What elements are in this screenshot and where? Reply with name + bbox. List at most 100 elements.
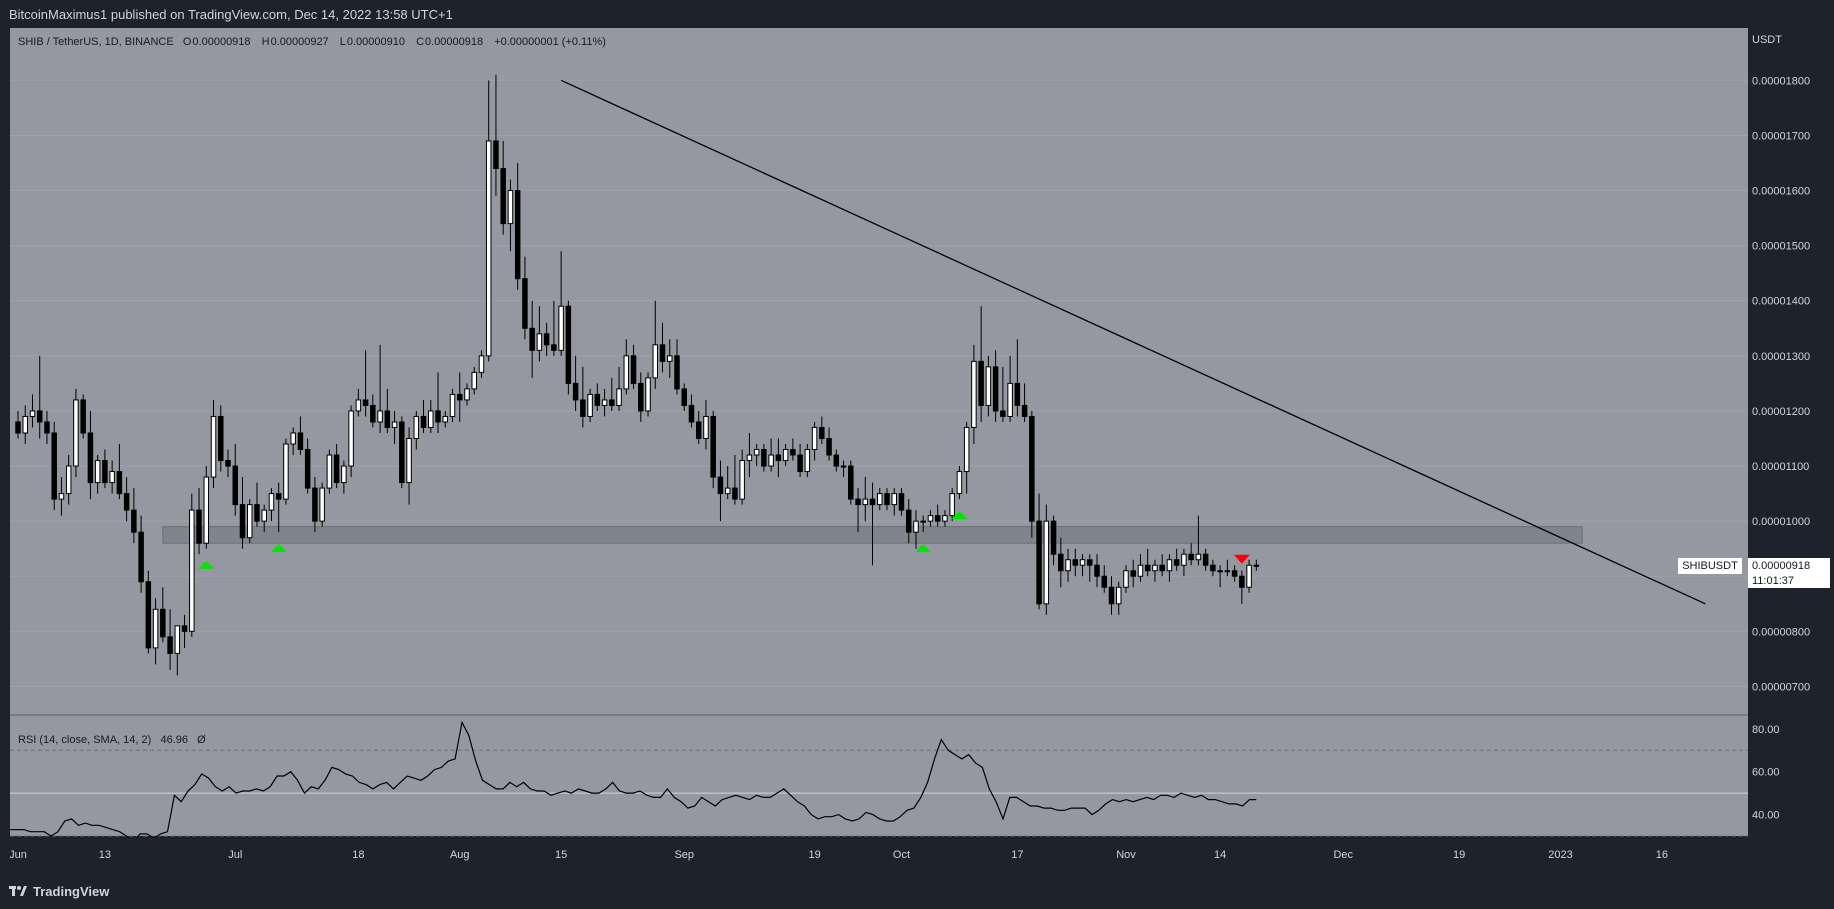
candle bbox=[456, 372, 463, 422]
candle bbox=[1210, 559, 1216, 577]
candle-body bbox=[826, 437, 832, 456]
candle-body bbox=[797, 454, 803, 473]
rsi-legend: RSI (14, close, SMA, 14, 2) 46.96 Ø bbox=[18, 734, 206, 746]
candle-body bbox=[1239, 575, 1245, 588]
candle-body bbox=[674, 355, 680, 390]
rsi-label[interactable]: RSI (14, close, SMA, 14, 2) bbox=[18, 734, 152, 746]
candle bbox=[1123, 565, 1129, 593]
candle-body bbox=[355, 399, 362, 412]
candle-body bbox=[833, 454, 840, 467]
candle-body bbox=[196, 509, 202, 544]
candle bbox=[942, 510, 948, 527]
candle-body bbox=[500, 168, 506, 225]
candle-body bbox=[659, 344, 666, 362]
candle-body bbox=[22, 415, 28, 434]
chart-area[interactable]: Jun 13 Jul 18 Aug 15 Sep 19 Oct 17 Nov 14 Dec 19 2023 1… bbox=[10, 28, 1754, 873]
time-axis[interactable]: Jun 13 Jul 18 Aug 15 Sep 19 Oct 17 Nov 14 Dec 19 2023 1… bbox=[10, 838, 1748, 873]
candle-body bbox=[478, 355, 485, 373]
candle-body bbox=[1021, 404, 1028, 417]
candle bbox=[1137, 554, 1144, 582]
candle-body bbox=[275, 493, 282, 500]
candle bbox=[109, 460, 115, 494]
candle bbox=[326, 449, 333, 494]
time-tick-label: 14 bbox=[1214, 849, 1226, 861]
chart-svg[interactable]: Jun 13 Jul 18 Aug 15 Sep 19 Oct 17 Nov 14 Dec 19 2023 1… bbox=[10, 28, 1754, 873]
footer-brand[interactable]: TradingView bbox=[33, 884, 110, 899]
candle bbox=[913, 510, 919, 549]
candle-body bbox=[703, 415, 709, 439]
price-tag-price: 0.00000918 bbox=[1748, 558, 1830, 575]
candle-body bbox=[855, 498, 861, 506]
candle-body bbox=[710, 415, 716, 478]
candle-body bbox=[15, 421, 21, 434]
price-axis[interactable]: 0.00001800 0.00001700 0.00001600 0.00001500… bbox=[1748, 28, 1834, 873]
candle bbox=[580, 366, 586, 428]
resistance-trendline[interactable] bbox=[560, 79, 1706, 605]
candle bbox=[319, 482, 325, 527]
candle bbox=[152, 598, 159, 665]
candle bbox=[862, 477, 869, 522]
candle-body bbox=[869, 498, 876, 506]
candle bbox=[420, 399, 427, 433]
price-legend: SHIB / TetherUS, 1D, BINANCE O0.00000918… bbox=[18, 36, 614, 48]
candle-body bbox=[963, 426, 970, 473]
candle-body bbox=[782, 449, 789, 462]
candle bbox=[1181, 548, 1187, 577]
candle bbox=[811, 421, 818, 461]
candle bbox=[203, 466, 210, 549]
candle bbox=[703, 399, 709, 450]
price-tick-label: 0.00001300 bbox=[1752, 351, 1810, 363]
candle bbox=[1079, 554, 1086, 577]
candle bbox=[833, 449, 840, 472]
candle bbox=[1217, 565, 1223, 588]
candle bbox=[290, 427, 296, 456]
candle-body bbox=[261, 509, 267, 522]
price-tick-label: 0.00001800 bbox=[1752, 75, 1810, 87]
green-up-arrow-icon bbox=[951, 511, 968, 520]
candle-body bbox=[362, 399, 369, 406]
candle-body bbox=[804, 449, 811, 473]
candle-body bbox=[934, 515, 941, 522]
price-axis-labels: 0.00001800 0.00001700 0.00001600 0.00001500… bbox=[1752, 75, 1810, 693]
candle bbox=[485, 80, 492, 362]
candle-body bbox=[65, 465, 72, 495]
candle-body bbox=[1079, 559, 1086, 566]
high-key: H bbox=[261, 36, 270, 48]
rsi-line bbox=[10, 720, 1257, 844]
candle bbox=[261, 504, 267, 533]
candle bbox=[688, 394, 695, 428]
candle-body bbox=[246, 504, 253, 539]
candle-body bbox=[1173, 559, 1180, 566]
candle-body bbox=[891, 493, 897, 506]
tradingview-logo-icon[interactable] bbox=[9, 885, 27, 897]
candle-body bbox=[645, 377, 651, 412]
candle bbox=[384, 388, 391, 433]
candle bbox=[1239, 570, 1245, 604]
candle bbox=[869, 482, 876, 566]
candle-body bbox=[442, 415, 449, 423]
candle-body bbox=[1000, 410, 1006, 417]
candle bbox=[406, 427, 412, 505]
symbol-label[interactable]: SHIB / TetherUS, 1D, BINANCE bbox=[18, 36, 174, 48]
candle-body bbox=[87, 432, 94, 484]
candle-body bbox=[848, 465, 854, 500]
red-down-arrow-icon bbox=[1233, 554, 1250, 564]
price-tick-label: 0.00001600 bbox=[1752, 186, 1810, 198]
candle bbox=[1065, 548, 1071, 582]
price-axis-title: USDT bbox=[1752, 34, 1782, 46]
candle bbox=[80, 394, 86, 439]
candle bbox=[500, 140, 506, 235]
candle bbox=[167, 609, 173, 670]
candle bbox=[189, 493, 195, 637]
candle bbox=[695, 410, 702, 445]
candle-body bbox=[688, 404, 695, 423]
candle-body bbox=[1072, 559, 1079, 566]
candle bbox=[1115, 581, 1122, 615]
candle-body bbox=[587, 393, 593, 417]
candle bbox=[797, 444, 803, 478]
candle-body bbox=[746, 454, 753, 462]
candle bbox=[377, 344, 383, 433]
time-tick-label: Jul bbox=[228, 849, 242, 861]
candle-body bbox=[399, 421, 405, 484]
candle bbox=[732, 455, 738, 505]
